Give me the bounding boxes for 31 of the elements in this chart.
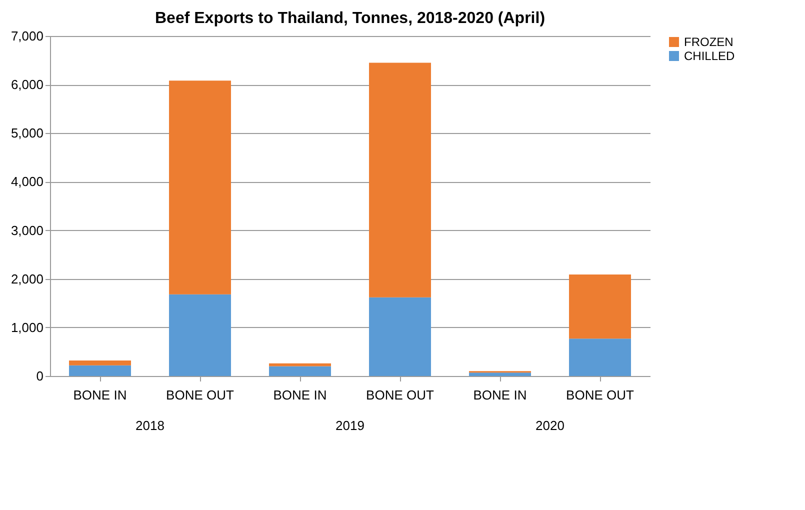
text: 2019 [336, 418, 364, 433]
bar [169, 80, 231, 294]
bar [269, 363, 331, 366]
bar [269, 366, 331, 376]
x-tick-label: BONE OUT [366, 388, 434, 402]
y-tick-label: 1,000 [10, 320, 44, 335]
chart-title: Beef Exports to Thailand, Tonnes, 2018-2020 (April) [154, 10, 546, 27]
y-tick-label: 2,000 [10, 271, 44, 286]
text: 2020 [536, 418, 564, 433]
bar [369, 297, 431, 376]
bar [369, 62, 431, 298]
x-tick-label: BONE OUT [166, 388, 234, 402]
bar [169, 294, 231, 376]
x-tick-label: BONE IN [273, 388, 327, 402]
x-tick-label: BONE IN [73, 388, 127, 402]
legend-label: FROZEN [684, 35, 734, 49]
bar [69, 365, 131, 376]
y-tick-label: 7,000 [10, 28, 44, 44]
x-tick-label: BONE OUT [566, 388, 634, 402]
bar [69, 360, 131, 366]
x-tick-label: BONE IN [473, 388, 527, 402]
y-tick-label: 5,000 [10, 126, 44, 141]
y-tick-label: 0 [36, 368, 44, 384]
y-tick-label: 4,000 [10, 174, 44, 190]
legend-label: CHILLED [684, 49, 736, 63]
y-tick-label: 3,000 [10, 222, 44, 238]
text: 2018 [136, 418, 164, 433]
bar [569, 274, 631, 339]
bar [469, 372, 531, 376]
bar [569, 338, 631, 376]
y-tick-label: 6,000 [10, 77, 44, 92]
